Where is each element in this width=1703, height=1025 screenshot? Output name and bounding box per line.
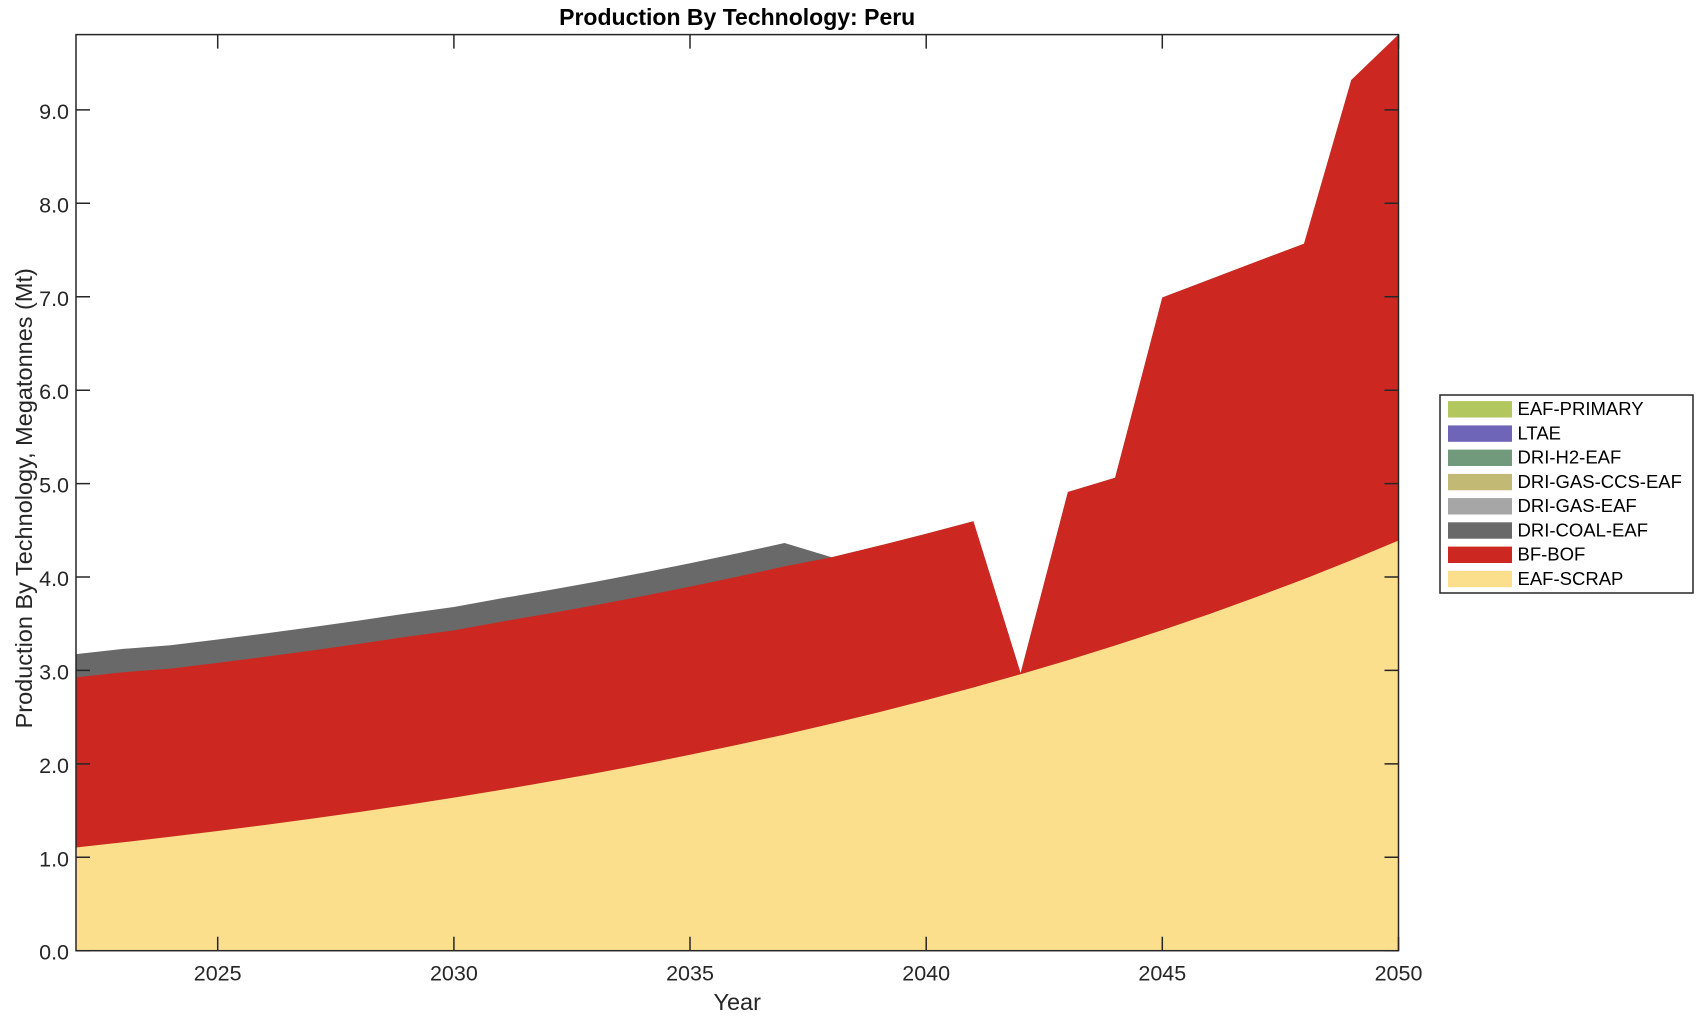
svg-text:0.0: 0.0	[39, 941, 69, 965]
svg-text:EAF-PRIMARY: EAF-PRIMARY	[1518, 398, 1644, 419]
svg-text:2040: 2040	[902, 962, 950, 986]
svg-text:2030: 2030	[430, 962, 478, 986]
svg-text:Year: Year	[713, 989, 761, 1015]
svg-text:EAF-SCRAP: EAF-SCRAP	[1518, 568, 1624, 589]
svg-text:DRI-H2-EAF: DRI-H2-EAF	[1518, 447, 1622, 468]
svg-text:2.0: 2.0	[39, 754, 69, 778]
svg-text:DRI-GAS-CCS-EAF: DRI-GAS-CCS-EAF	[1518, 471, 1682, 492]
svg-text:2035: 2035	[666, 962, 714, 986]
svg-text:8.0: 8.0	[39, 193, 69, 217]
svg-text:DRI-GAS-EAF: DRI-GAS-EAF	[1518, 495, 1637, 516]
svg-text:2025: 2025	[194, 962, 242, 986]
svg-text:Production By Technology: Peru: Production By Technology: Peru	[559, 4, 915, 30]
svg-text:2045: 2045	[1138, 962, 1186, 986]
svg-text:6.0: 6.0	[39, 380, 69, 404]
svg-text:4.0: 4.0	[39, 567, 69, 591]
svg-text:7.0: 7.0	[39, 287, 69, 311]
svg-text:BF-BOF: BF-BOF	[1518, 544, 1586, 565]
svg-text:1.0: 1.0	[39, 847, 69, 871]
svg-text:5.0: 5.0	[39, 474, 69, 498]
svg-text:DRI-COAL-EAF: DRI-COAL-EAF	[1518, 519, 1649, 540]
svg-text:LTAE: LTAE	[1518, 422, 1562, 443]
svg-text:Production By Technology, Mega: Production By Technology, Megatonnes (Mt…	[11, 268, 37, 728]
svg-text:9.0: 9.0	[39, 100, 69, 124]
svg-text:2050: 2050	[1375, 962, 1423, 986]
svg-text:3.0: 3.0	[39, 660, 69, 684]
